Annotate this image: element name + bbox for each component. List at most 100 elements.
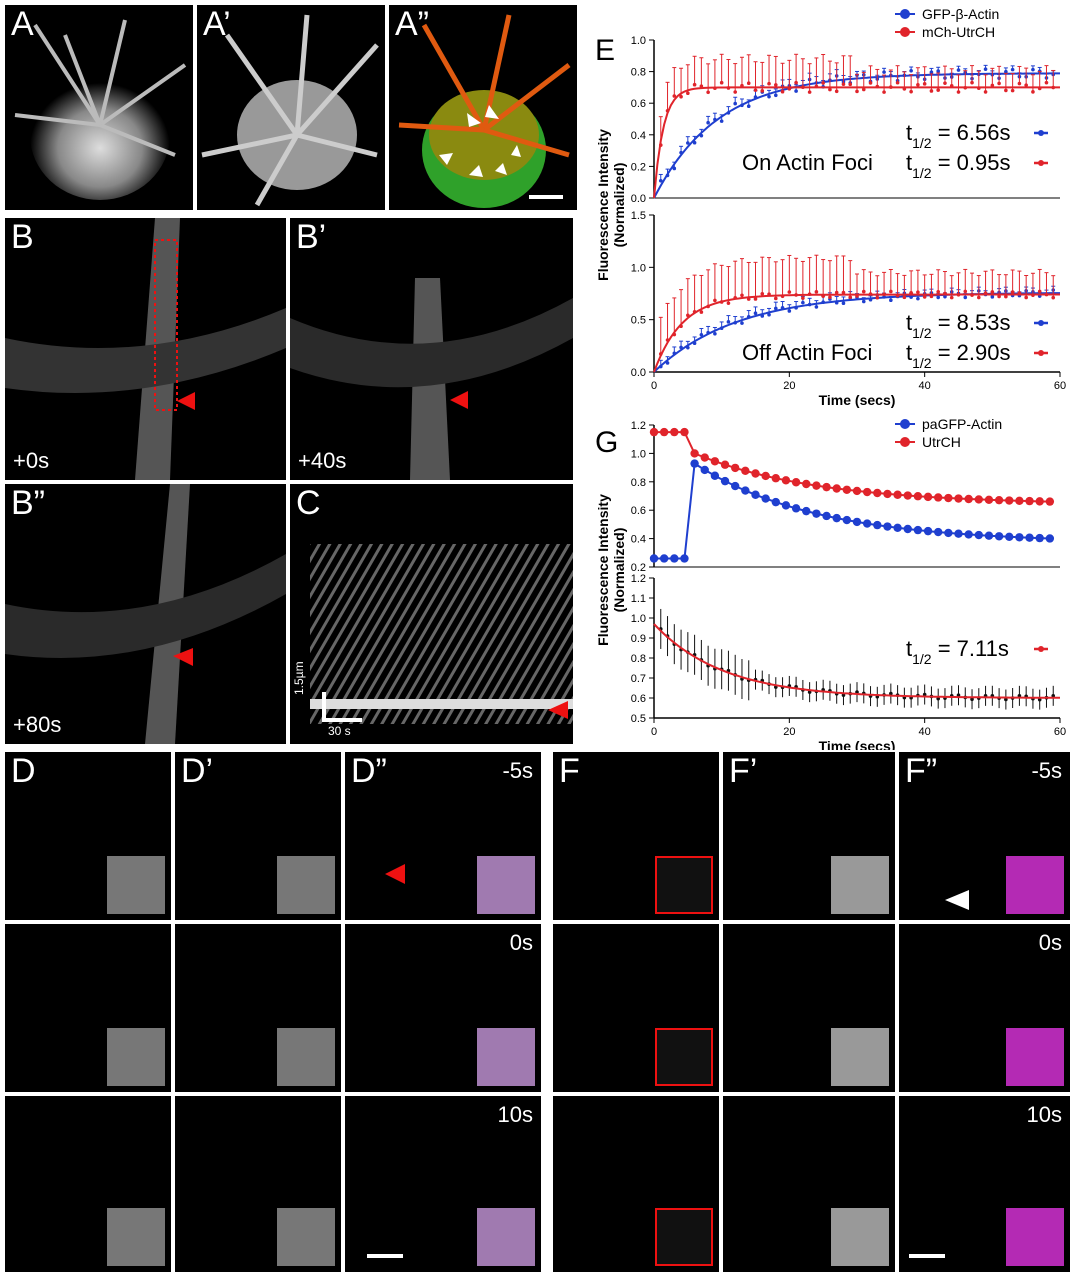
data-point (1017, 81, 1022, 86)
cell-image-a1 (201, 14, 379, 207)
data-point (686, 91, 690, 96)
panel-label-e: E (595, 34, 615, 67)
annotation-off-actin-foci: Off Actin Foci (742, 340, 872, 365)
panel-d1-r2 (175, 924, 341, 1092)
timestamp-d-r3: 10s (497, 1102, 533, 1127)
data-point (740, 293, 744, 298)
timestamp-f-r3: 10s (1026, 1102, 1062, 1127)
data-point (1024, 83, 1028, 87)
data-point (740, 321, 744, 325)
data-point (1031, 67, 1035, 72)
data-point (963, 289, 968, 294)
scale-bar (367, 1254, 403, 1258)
scale-bar (529, 195, 563, 199)
y-tick-label: 0.8 (631, 653, 646, 665)
data-point (733, 101, 737, 106)
data-point (875, 295, 880, 300)
data-point (841, 290, 846, 295)
halflife-e-top-red: t1/2 = 0.95s (906, 150, 1010, 181)
data-point (801, 300, 805, 305)
data-point (1037, 697, 1042, 702)
data-point (970, 80, 974, 85)
scale-bar-vertical (322, 692, 326, 722)
data-point (807, 90, 812, 94)
timestamp-f-r1: -5s (1031, 758, 1062, 783)
x-axis-label: Time (secs) (819, 392, 896, 408)
panel-a2: A” (389, 5, 577, 210)
red-arrowhead-icon (177, 392, 195, 410)
legend-label: paGFP-Actin (922, 416, 1002, 432)
data-point (1024, 295, 1028, 300)
data-point (801, 296, 805, 300)
data-point (1031, 90, 1035, 94)
data-point (814, 305, 819, 309)
data-point (774, 296, 778, 301)
data-point (977, 295, 981, 300)
data-point (794, 80, 798, 85)
panel-d1-r3 (175, 1096, 341, 1272)
legend-swatch-marker (900, 437, 910, 447)
data-point (983, 90, 988, 94)
timestamp-b: +0s (13, 448, 50, 473)
data-point (909, 68, 913, 73)
data-point (1004, 88, 1008, 93)
data-point (753, 297, 758, 301)
y-tick-label: 0.7 (631, 673, 646, 685)
data-point (970, 697, 974, 702)
data-point (794, 89, 798, 93)
data-point (699, 310, 704, 314)
legend-label: GFP-β-Actin (922, 6, 999, 22)
data-point (922, 82, 927, 86)
y-tick-label: 1.2 (631, 573, 646, 585)
y-tick-label: 0.6 (631, 505, 646, 517)
data-point (990, 295, 995, 299)
fit-line-mch-utrch (653, 293, 1060, 373)
panel-label-f2: F” (905, 752, 938, 790)
zoom-inset (1006, 856, 1064, 914)
data-point (1004, 697, 1008, 702)
data-point (767, 81, 771, 86)
y-tick-label: 1.0 (631, 35, 646, 47)
charts-e-g: 0.0 0.2 0.4 0.6 0.8 1.0 0.0 0.5 1.0 1.5 0 20 40 60 Tim… (595, 6, 1066, 750)
y-axis-label-unit: (Normalized) (611, 528, 627, 613)
y-axis-label-unit: (Normalized) (611, 163, 627, 248)
zoom-inset (477, 856, 535, 914)
data-point (746, 81, 751, 86)
data-point (774, 83, 778, 87)
data-point (943, 81, 947, 85)
zoom-inset (107, 856, 165, 914)
panel-f-r2 (553, 924, 719, 1092)
panel-d-r1: D (5, 752, 171, 920)
y-tick-label: 0.4 (631, 534, 646, 546)
data-point (834, 89, 839, 94)
panel-f2-r1: F” -5s (899, 752, 1070, 920)
data-point (774, 306, 778, 311)
data-point (997, 294, 1001, 299)
x-tick-label: 40 (919, 726, 931, 738)
y-tick-label: 0.0 (631, 193, 646, 205)
panel-label-c: C (296, 484, 321, 522)
panel-a: A (5, 5, 193, 210)
data-point (990, 83, 995, 88)
panel-label-g: G (595, 426, 618, 459)
data-point (814, 290, 819, 294)
data-point (719, 80, 724, 85)
data-point (834, 290, 839, 295)
panel-f-r1: F (553, 752, 719, 920)
data-point (902, 295, 907, 300)
data-point (713, 331, 717, 336)
timestamp-b2: +80s (13, 712, 62, 737)
y-tick-label: 0.0 (631, 367, 646, 379)
data-point (658, 178, 663, 183)
data-point (848, 82, 853, 87)
data-point (672, 94, 677, 98)
panel-d2-r2: 0s (345, 924, 541, 1092)
y-tick-label: 0.9 (631, 633, 646, 645)
data-point (1010, 88, 1015, 93)
panel-f-r3 (553, 1096, 719, 1272)
cell-image-b1 (290, 278, 573, 480)
panel-f1-r1: F’ (723, 752, 895, 920)
halflife-e-bottom-blue: t1/2 = 8.53s (906, 310, 1010, 341)
x-tick-label: 20 (783, 380, 795, 392)
timestamp-b1: +40s (298, 448, 347, 473)
